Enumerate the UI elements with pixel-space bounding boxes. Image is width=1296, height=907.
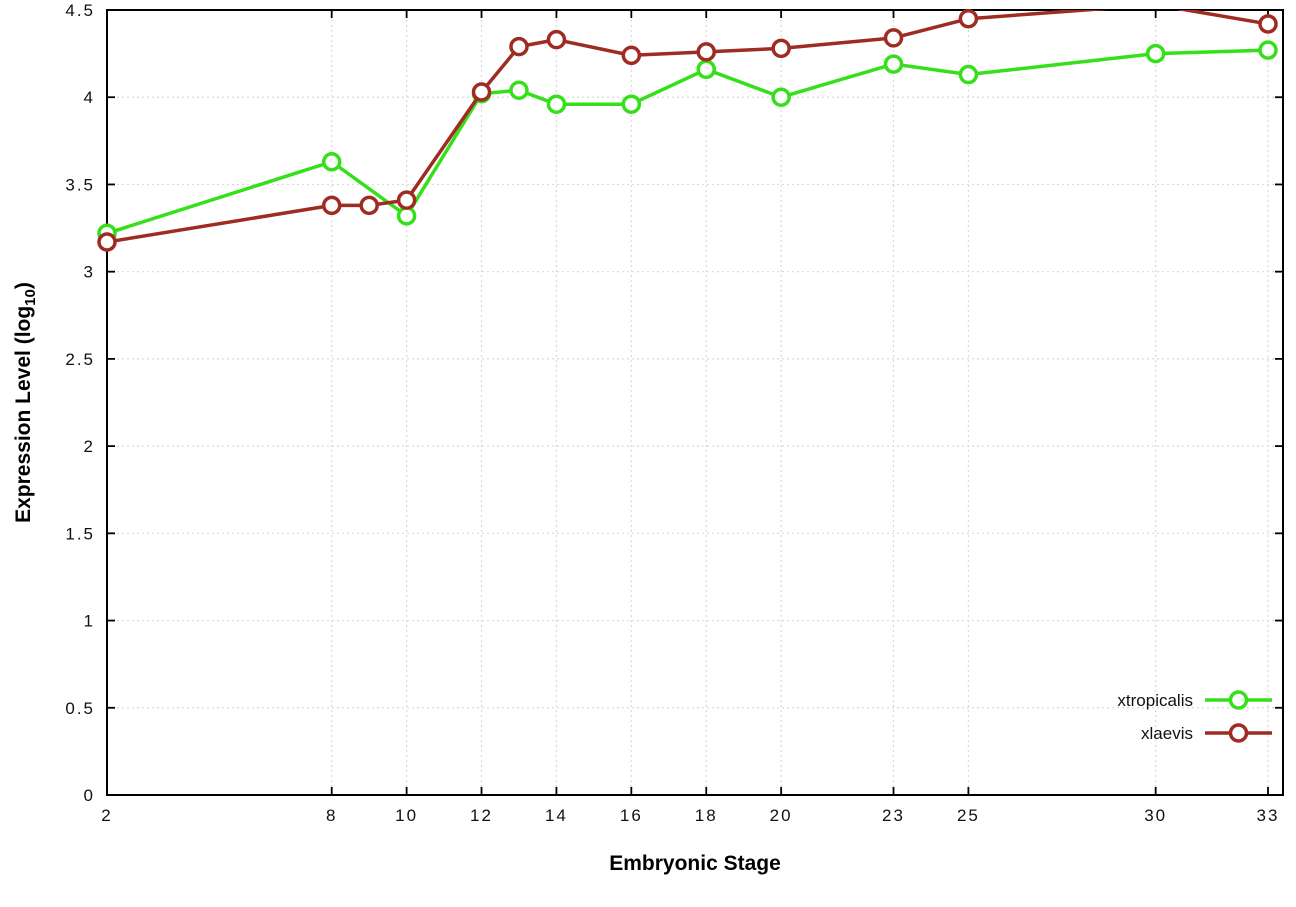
data-point-xlaevis [546,29,567,50]
x-tick-label: 30 [1144,806,1167,825]
y-tick-label: 2.5 [65,350,95,369]
data-point-xlaevis [696,42,716,62]
data-point-xlaevis [97,232,117,252]
grid [106,9,1283,796]
x-tick-label: 20 [770,806,793,825]
data-point-xlaevis [621,45,642,66]
x-tick-label: 12 [470,806,493,825]
data-point-xtropicalis [546,94,567,114]
data-point-xlaevis [509,36,529,57]
tick-marks [106,9,1283,796]
y-tick-label: 0.5 [65,699,95,718]
x-tick-label: 8 [326,806,337,825]
data-point-xlaevis [321,195,342,216]
y-tick-label: 1 [84,612,95,631]
x-tick-label: 16 [620,806,643,825]
legend-marker-xlaevis [1228,723,1249,743]
data-point-xtropicalis [1258,40,1278,60]
data-point-xlaevis [1258,14,1278,34]
y-tick-label: 1.5 [65,524,95,543]
legend-marker-xtropicalis [1228,690,1249,710]
x-tick-label: 2 [101,806,112,825]
x-tick-label: 23 [882,806,905,825]
series-xtropicalis [107,48,1269,235]
data-point-xlaevis [958,8,979,29]
legend: xtropicalis xlaevis [1117,690,1272,743]
data-point-xtropicalis [396,206,417,226]
data-point-xtropicalis [321,152,342,172]
x-tick-label: 18 [695,806,718,825]
x-tick-label: 25 [957,806,980,825]
y-axis-label: Expression Level (log10) [12,282,39,523]
data-point-xlaevis [396,190,417,210]
data-point-xtropicalis [958,64,979,85]
plot-border [106,9,1284,796]
series-line-xtropicalis [107,48,1269,235]
data-point-xtropicalis [621,94,642,114]
data-point-xlaevis [359,195,379,216]
x-axis-label: Embryonic Stage [609,852,781,875]
y-tick-label: 3.5 [65,175,95,194]
x-tick-label: 14 [545,806,568,825]
series-markers-xtropicalis [97,40,1278,244]
y-tick-label: 0 [84,786,95,805]
y-tick-label: 2 [84,437,95,456]
y-tick-label: 4.5 [65,1,95,20]
data-point-xtropicalis [509,80,529,100]
data-point-xtropicalis [883,54,904,74]
series-line-xlaevis [107,10,1269,244]
y-tick-label: 3 [84,263,95,282]
data-point-xtropicalis [696,59,716,80]
legend-label-xlaevis: xlaevis [1141,724,1193,743]
data-point-xlaevis [471,82,492,102]
y-tick-label: 4 [84,88,95,107]
data-point-xtropicalis [1145,43,1166,64]
series-xlaevis [107,10,1269,244]
data-point-xlaevis [771,38,791,59]
data-point-xtropicalis [771,87,791,107]
data-point-xlaevis [883,28,904,48]
legend-label-xtropicalis: xtropicalis [1117,691,1193,710]
x-tick-label: 33 [1257,806,1280,825]
x-tick-label: 10 [395,806,418,825]
series-markers-xlaevis [97,8,1278,252]
